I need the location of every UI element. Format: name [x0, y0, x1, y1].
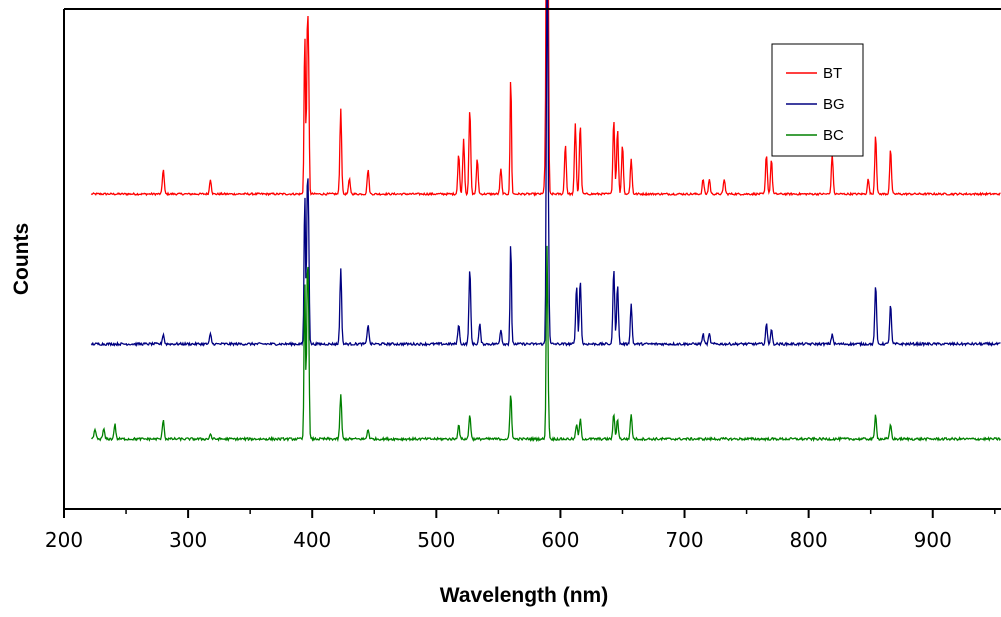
legend-items: BT BG BC	[786, 65, 845, 144]
series-layer	[90, 0, 1001, 443]
series-line-bc	[91, 245, 1001, 443]
x-axis-title: Wavelength (nm)	[440, 584, 608, 607]
x-tick-label-800: 800	[790, 528, 828, 552]
legend-box	[771, 43, 864, 157]
legend-label-bc: BC	[823, 127, 844, 144]
ticks-layer: 200 300 400 500 600 700 800 900	[45, 509, 996, 552]
axes-layer	[63, 8, 1001, 510]
series-line-bg	[90, 0, 1001, 348]
x-tick-label-500: 500	[417, 528, 455, 552]
x-tick-label-400: 400	[293, 528, 331, 552]
legend-label-bt: BT	[823, 65, 842, 82]
x-tick-label-200: 200	[45, 528, 83, 552]
legend: BT BG BC	[771, 43, 864, 157]
legend-label-bg: BG	[823, 96, 845, 113]
x-tick-label-600: 600	[541, 528, 579, 552]
y-axis-title: Counts	[10, 223, 33, 295]
x-tick-label-900: 900	[914, 528, 952, 552]
x-tick-label-700: 700	[665, 528, 703, 552]
x-tick-label-300: 300	[169, 528, 207, 552]
series-line-bt	[90, 0, 1001, 197]
